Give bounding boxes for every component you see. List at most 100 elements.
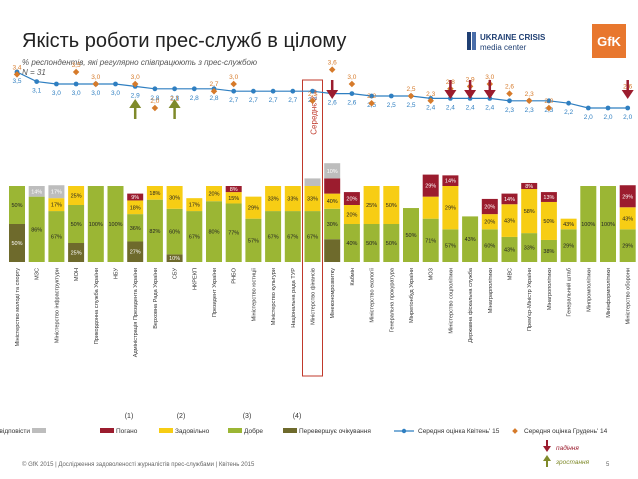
- avg-april-point: [369, 93, 374, 99]
- bar-label-hard: 17%: [51, 190, 62, 196]
- bar-good: [619, 229, 636, 262]
- avg-december-point: [427, 97, 434, 105]
- bar-label-good: 80%: [208, 230, 219, 236]
- legend-label-hard: Важко відповісти: [0, 427, 30, 435]
- bar-label-good: 50%: [71, 222, 82, 228]
- bar-label-satisfactory: 15%: [228, 196, 239, 202]
- category-label: Мінрегіонбуд України: [409, 268, 415, 323]
- avg-december-label: 2,0: [150, 98, 159, 105]
- category-label: СБУ: [173, 268, 179, 280]
- avg-december-label: 3,0: [347, 74, 356, 81]
- bar-good: [304, 211, 321, 262]
- avg-april-label: 2,0: [623, 114, 632, 121]
- bar-label-satisfactory: 20%: [208, 192, 219, 198]
- avg-april-label: 2,4: [446, 104, 455, 111]
- category-label: Мінінформполітики: [606, 268, 612, 318]
- bar-label-satisfactory: 33%: [307, 197, 318, 203]
- legend-number: (1): [125, 413, 134, 420]
- bar-good: [462, 216, 479, 262]
- bar-label-bad: 29%: [622, 194, 633, 200]
- avg-december-point: [151, 104, 159, 112]
- category-label: Верховна Рада України: [153, 268, 159, 329]
- bar-good: [68, 205, 85, 243]
- bar-label-exceeds: 27%: [130, 250, 141, 256]
- bar-label-satisfactory: 50%: [543, 219, 554, 225]
- category-label: Мінаграрполітики: [488, 268, 494, 313]
- bar-good: [324, 208, 341, 240]
- bar-good: [422, 218, 439, 262]
- avg-april-label: 2,4: [485, 104, 494, 111]
- legend-point-april: [401, 428, 407, 434]
- page-title: Якість роботи прес-служб в цілому: [22, 30, 347, 52]
- avg-december-label: 2,3: [308, 91, 317, 98]
- bar-good: [186, 211, 203, 262]
- bar-good: [225, 203, 242, 262]
- bar-satisfactory: [481, 214, 498, 230]
- bar-bad: [442, 175, 459, 186]
- avg-april-point: [172, 86, 178, 92]
- legend-label-up: зростання: [555, 459, 590, 466]
- category-label: Мінекономрозвитку: [330, 268, 336, 319]
- bar-bad: [225, 186, 242, 193]
- bar-label-bad: 29%: [425, 184, 436, 190]
- bar-satisfactory: [442, 186, 459, 230]
- bar-label-bad: 8%: [230, 187, 238, 193]
- avg-december-label: 3,5: [72, 62, 81, 69]
- down-arrow-head: [483, 90, 496, 99]
- avg-april-point: [566, 100, 571, 106]
- bar-label-bad: 14%: [504, 197, 515, 203]
- bar-satisfactory: [166, 186, 183, 209]
- category-label: Міністерство оборони: [626, 268, 632, 325]
- category-label: НБУ: [114, 268, 120, 280]
- legend-swatch-hard: [32, 428, 46, 433]
- category-label: МОН: [74, 268, 80, 281]
- bar-label-satisfactory: 25%: [71, 194, 82, 200]
- avg-april-label: 2,7: [229, 97, 238, 104]
- bar-good: [383, 224, 400, 262]
- category-label: Державна фіскальна служба: [468, 267, 474, 343]
- avg-april-point: [290, 88, 296, 94]
- avg-april-label: 2,0: [584, 114, 593, 121]
- bar-satisfactory: [324, 193, 341, 209]
- bar-label-good: 40%: [346, 241, 357, 247]
- ukraine-crisis-logo: UKRAINE CRISIS media center: [467, 32, 546, 52]
- avg-december-point: [407, 92, 415, 100]
- category-label: РНБО: [232, 267, 238, 283]
- avg-april-point: [34, 79, 40, 84]
- category-label: Мінагрополітики: [547, 268, 553, 310]
- bar-label-hard: 14%: [31, 189, 42, 195]
- bar-label-satisfactory: 50%: [386, 203, 397, 209]
- avg-december-label: 2,5: [406, 86, 415, 93]
- bar-satisfactory: [363, 186, 380, 224]
- subtitle-line-1: % респондентів, які регулярно співпрацюю…: [22, 58, 257, 67]
- category-label: Генеральна прокуратура: [389, 267, 395, 332]
- avg-april-point: [605, 105, 611, 111]
- bar-label-good: 43%: [504, 247, 515, 253]
- bar-hard: [28, 186, 45, 197]
- category-label: Міністерство соцполітики: [448, 268, 454, 334]
- bar-label-good: 86%: [31, 227, 42, 233]
- bar-bad: [501, 193, 518, 205]
- avg-april-point: [152, 86, 158, 92]
- gfk-logo-text: GfK: [597, 34, 621, 49]
- bar-good: [87, 186, 104, 262]
- bar-label-good: 67%: [307, 235, 318, 241]
- bar-good: [363, 224, 380, 262]
- avg-april-label: 2,7: [288, 97, 297, 104]
- legend-swatch-exceeds: [283, 428, 297, 433]
- bar-good: [245, 218, 262, 262]
- avg-december-point: [72, 68, 80, 76]
- avg-april-point: [349, 91, 355, 96]
- avg-april-point: [388, 93, 394, 99]
- bar-satisfactory: [265, 186, 282, 212]
- avg-april-line: [16, 71, 628, 109]
- bar-label-exceeds: 25%: [71, 251, 82, 257]
- bar-good: [521, 233, 538, 262]
- bar-bad: [521, 182, 538, 190]
- bar-label-good: 50%: [11, 203, 22, 209]
- avg-april-point: [191, 86, 197, 92]
- bar-label-satisfactory: 30%: [169, 195, 180, 201]
- bar-label-good: 36%: [130, 226, 141, 232]
- bar-label-satisfactory: 33%: [287, 197, 298, 203]
